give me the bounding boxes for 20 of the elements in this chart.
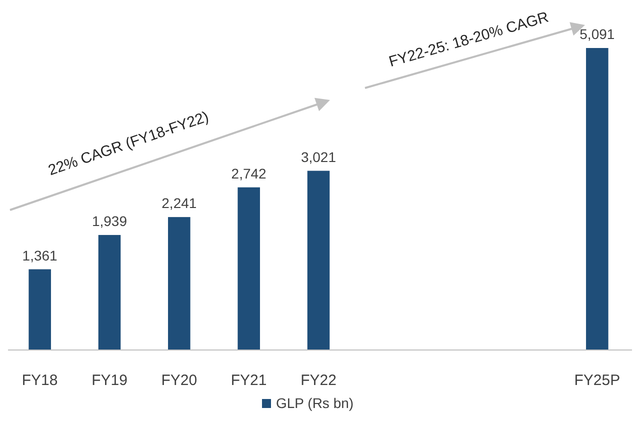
bar [98,234,121,350]
bar [28,269,51,350]
data-label: 1,361 [22,247,58,264]
data-label: 3,021 [300,148,336,165]
annotation: FY22-25: 18-20% CAGR [387,8,551,71]
bar [168,217,190,350]
bar [586,48,608,350]
bar [238,187,260,350]
x-tick-label: FY25P [574,372,620,389]
legend-label: GLP (Rs bn) [276,395,354,411]
x-tick-label: FY18 [22,372,58,389]
x-tick-label: FY20 [161,372,198,389]
data-label: 5,091 [580,26,615,42]
data-label: 2,742 [231,165,267,182]
x-tick-label: FY21 [230,372,267,389]
x-tick-label: FY22 [300,372,336,389]
bar [307,170,330,350]
data-label: 2,241 [162,195,197,212]
data-label: 1,939 [92,212,128,229]
x-tick-label: FY19 [92,372,128,389]
